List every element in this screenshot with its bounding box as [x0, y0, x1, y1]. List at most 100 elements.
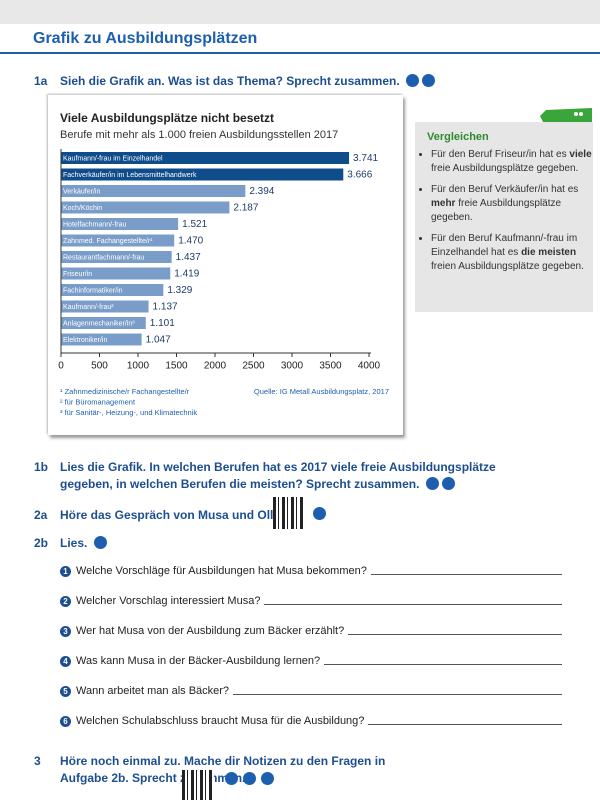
quote-mark: [579, 112, 583, 116]
quote-mark: [574, 112, 578, 116]
answer-line: [370, 574, 562, 575]
category-label: Fachinformatiker/in: [63, 287, 123, 294]
source: Quelle: IG Metall Ausbildungsplatz, 2017: [254, 387, 389, 396]
bold-text: die meisten: [521, 247, 577, 258]
bar: [61, 251, 172, 263]
icon: [225, 772, 238, 785]
x-tick-label: 500: [91, 361, 108, 372]
category-label: Friseur/in: [63, 271, 92, 278]
task-1a: 1a Sieh die Grafik an. Was ist das Thema…: [34, 73, 435, 90]
x-tick-label: 1000: [127, 361, 150, 372]
question-number: 3: [60, 626, 71, 637]
question-number: 4: [60, 656, 71, 667]
question-text: Welcher Vorschlag interessiert Musa?: [76, 595, 261, 607]
x-tick-label: 1500: [165, 361, 188, 372]
question-text: Welche Vorschläge für Ausbildungen hat M…: [76, 565, 367, 577]
category-label: Koch/Köchin: [63, 205, 102, 212]
info-list: Für den Beruf Friseur/in hat es viele fr…: [417, 148, 599, 281]
task-2a: 2a Höre das Gespräch von Musa und Olli a…: [34, 507, 297, 524]
text: Für den Beruf Verkäufer/in hat es: [431, 184, 579, 195]
task-1b: 1b Lies die Grafik. In welchen Berufen h…: [34, 459, 504, 493]
bold-text: viele: [569, 149, 592, 160]
icon: [93, 536, 107, 549]
x-tick-label: 2500: [242, 361, 265, 372]
category-label: Verkäufer/in: [63, 188, 100, 195]
answer-line: [348, 634, 562, 635]
page-title: Grafik zu Ausbildungsplätzen: [33, 30, 258, 47]
category-label: Kaufmann/-frau²: [63, 304, 114, 311]
icon: [313, 507, 326, 520]
category-label: Fachverkäufer/in im Lebensmittelhandwerk: [63, 172, 197, 179]
x-tick-label: 4000: [358, 361, 381, 372]
x-tick-label: 2000: [204, 361, 227, 372]
question: 5 Wann arbeitet man als Bäcker?: [60, 685, 562, 697]
value-label: 1.137: [153, 302, 178, 313]
task-label: 2b: [34, 536, 49, 550]
question: 6 Welchen Schulabschluss braucht Musa für…: [60, 715, 562, 727]
question-text: Wann arbeitet man als Bäcker?: [76, 685, 230, 697]
qr-code: [182, 770, 214, 800]
answer-line: [233, 694, 562, 695]
task-3: 3 Höre noch einmal zu. Mache dir Notizen…: [34, 753, 404, 787]
question-number: 5: [60, 686, 71, 697]
task-label: 3: [34, 754, 41, 768]
category-label: Hotelfachmann/-frau: [63, 221, 127, 228]
footnote: ² für Büromanagement: [60, 397, 136, 406]
x-tick-label: 3000: [281, 361, 304, 372]
footnote: ¹ Zahnmedizinische/r Fachangestellte/r: [60, 387, 190, 396]
question-number: 6: [60, 716, 71, 727]
bar: [61, 218, 179, 230]
value-label: 3.666: [347, 170, 372, 181]
value-label: 2.394: [249, 186, 274, 197]
value-label: 1.437: [176, 252, 201, 263]
bar: [61, 234, 175, 247]
question: 1 Welche Vorschläge für Ausbildungen hat …: [60, 565, 562, 577]
task-label: 1a: [34, 74, 48, 88]
icon: [422, 74, 435, 87]
question: 4 Was kann Musa in der Bäcker-Ausbildung …: [60, 655, 562, 667]
task-instruction: Höre das Gespräch von Musa und Olli an.: [60, 508, 298, 522]
category-label: Kaufmann/-frau im Einzelhandel: [63, 155, 163, 162]
qr-code: [273, 497, 305, 529]
tab: [540, 108, 592, 123]
bar: [61, 300, 149, 313]
task-instruction: Sieh die Grafik an. Was ist das Thema? S…: [60, 74, 400, 88]
task-label: 1b: [34, 460, 49, 474]
chart: Viele Ausbildungsplätze nicht besetzt Ber…: [58, 111, 389, 417]
category-label: Zahnmed. Fachangestellte/r¹: [63, 238, 153, 245]
text: freie Ausbildungsplätze gegeben.: [431, 163, 579, 174]
chart-title: Viele Ausbildungsplätze nicht besetzt: [60, 111, 274, 125]
question-text: Was kann Musa in der Bäcker-Ausbildung l…: [76, 655, 321, 667]
icon: [406, 74, 419, 87]
task-text: Sieh die Grafik an. Was ist das Thema? S…: [60, 73, 435, 90]
task-2b: 2b Lies.: [34, 535, 107, 552]
chart-card: Viele Ausbildungsplätze nicht besetzt Ber…: [48, 95, 403, 435]
value-label: 1.101: [150, 318, 175, 329]
value-label: 1.329: [167, 285, 192, 296]
value-label: 2.187: [233, 203, 258, 214]
info-box: Vergleichen Für den Beruf Friseur/in hat…: [415, 122, 593, 312]
bar: [61, 201, 230, 214]
task-instruction: Lies die Grafik. In welchen Berufen hat …: [60, 460, 496, 491]
value-label: 1.470: [178, 236, 203, 247]
x-tick-label: 3500: [319, 361, 342, 372]
title-rule: [0, 52, 600, 54]
answer-line: [264, 604, 562, 605]
question-text: Wer hat Musa von der Ausbildung zum Bäck…: [76, 625, 345, 637]
bold-text: mehr: [431, 198, 456, 209]
bar: [61, 185, 246, 197]
x-tick-label: 0: [58, 361, 64, 372]
bar: [61, 284, 164, 296]
question-number: 2: [60, 596, 71, 607]
question: 3 Wer hat Musa von der Ausbildung zum Bäc…: [60, 625, 562, 637]
category-label: Restaurantfachmann/-frau: [63, 254, 144, 261]
value-label: 3.741: [353, 153, 378, 164]
question: 2 Welcher Vorschlag interessiert Musa?: [60, 595, 562, 607]
tab-shape: [540, 108, 592, 123]
category-label: Elektroniker/in: [63, 337, 107, 344]
top-band: [0, 0, 600, 24]
bar: [61, 168, 344, 181]
task-label: 2a: [34, 508, 48, 522]
task-instruction: Lies.: [60, 536, 88, 550]
icon: [261, 772, 274, 785]
